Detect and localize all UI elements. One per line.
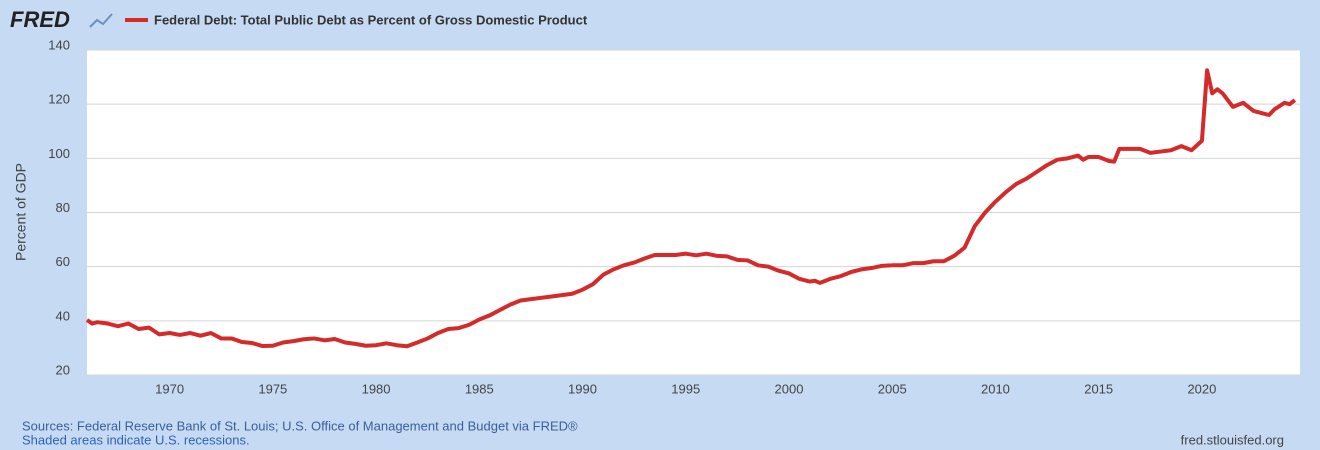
recession-note[interactable]: Shaded areas indicate U.S. recessions. [22,432,250,447]
y-tick-label: 100 [48,146,70,161]
data-line [85,68,1297,349]
x-tick-label: 2000 [775,381,804,396]
url[interactable]: fred.stlouisfed.org [1181,432,1284,447]
source: Sources: Federal Reserve Bank of St. Lou… [22,418,578,433]
x-tick-label: 2010 [981,381,1010,396]
y-tick-label: 140 [48,37,70,52]
y-tick-label: 80 [56,200,70,215]
y-tick-label: 40 [56,308,70,323]
logo: FRED [10,7,70,32]
logo-icon [89,13,113,28]
x-tick-label: 1990 [568,381,597,396]
x-tick-label: 1995 [671,381,700,396]
y-tick-label: 60 [56,254,70,269]
legend-label: Federal Debt: Total Public Debt as Perce… [154,12,588,27]
x-tick-label: 2015 [1084,381,1113,396]
x-tick-label: 1970 [155,381,184,396]
x-tick-label: 2020 [1187,381,1216,396]
x-tick-label: 1975 [258,381,287,396]
x-tick-label: 1985 [465,381,494,396]
x-tick-label: 1980 [362,381,391,396]
y-tick-label: 120 [48,92,70,107]
x-tick-label: 2005 [878,381,907,396]
y-tick-label: 20 [56,362,70,377]
y-axis-label: Percent of GDP [13,163,29,261]
